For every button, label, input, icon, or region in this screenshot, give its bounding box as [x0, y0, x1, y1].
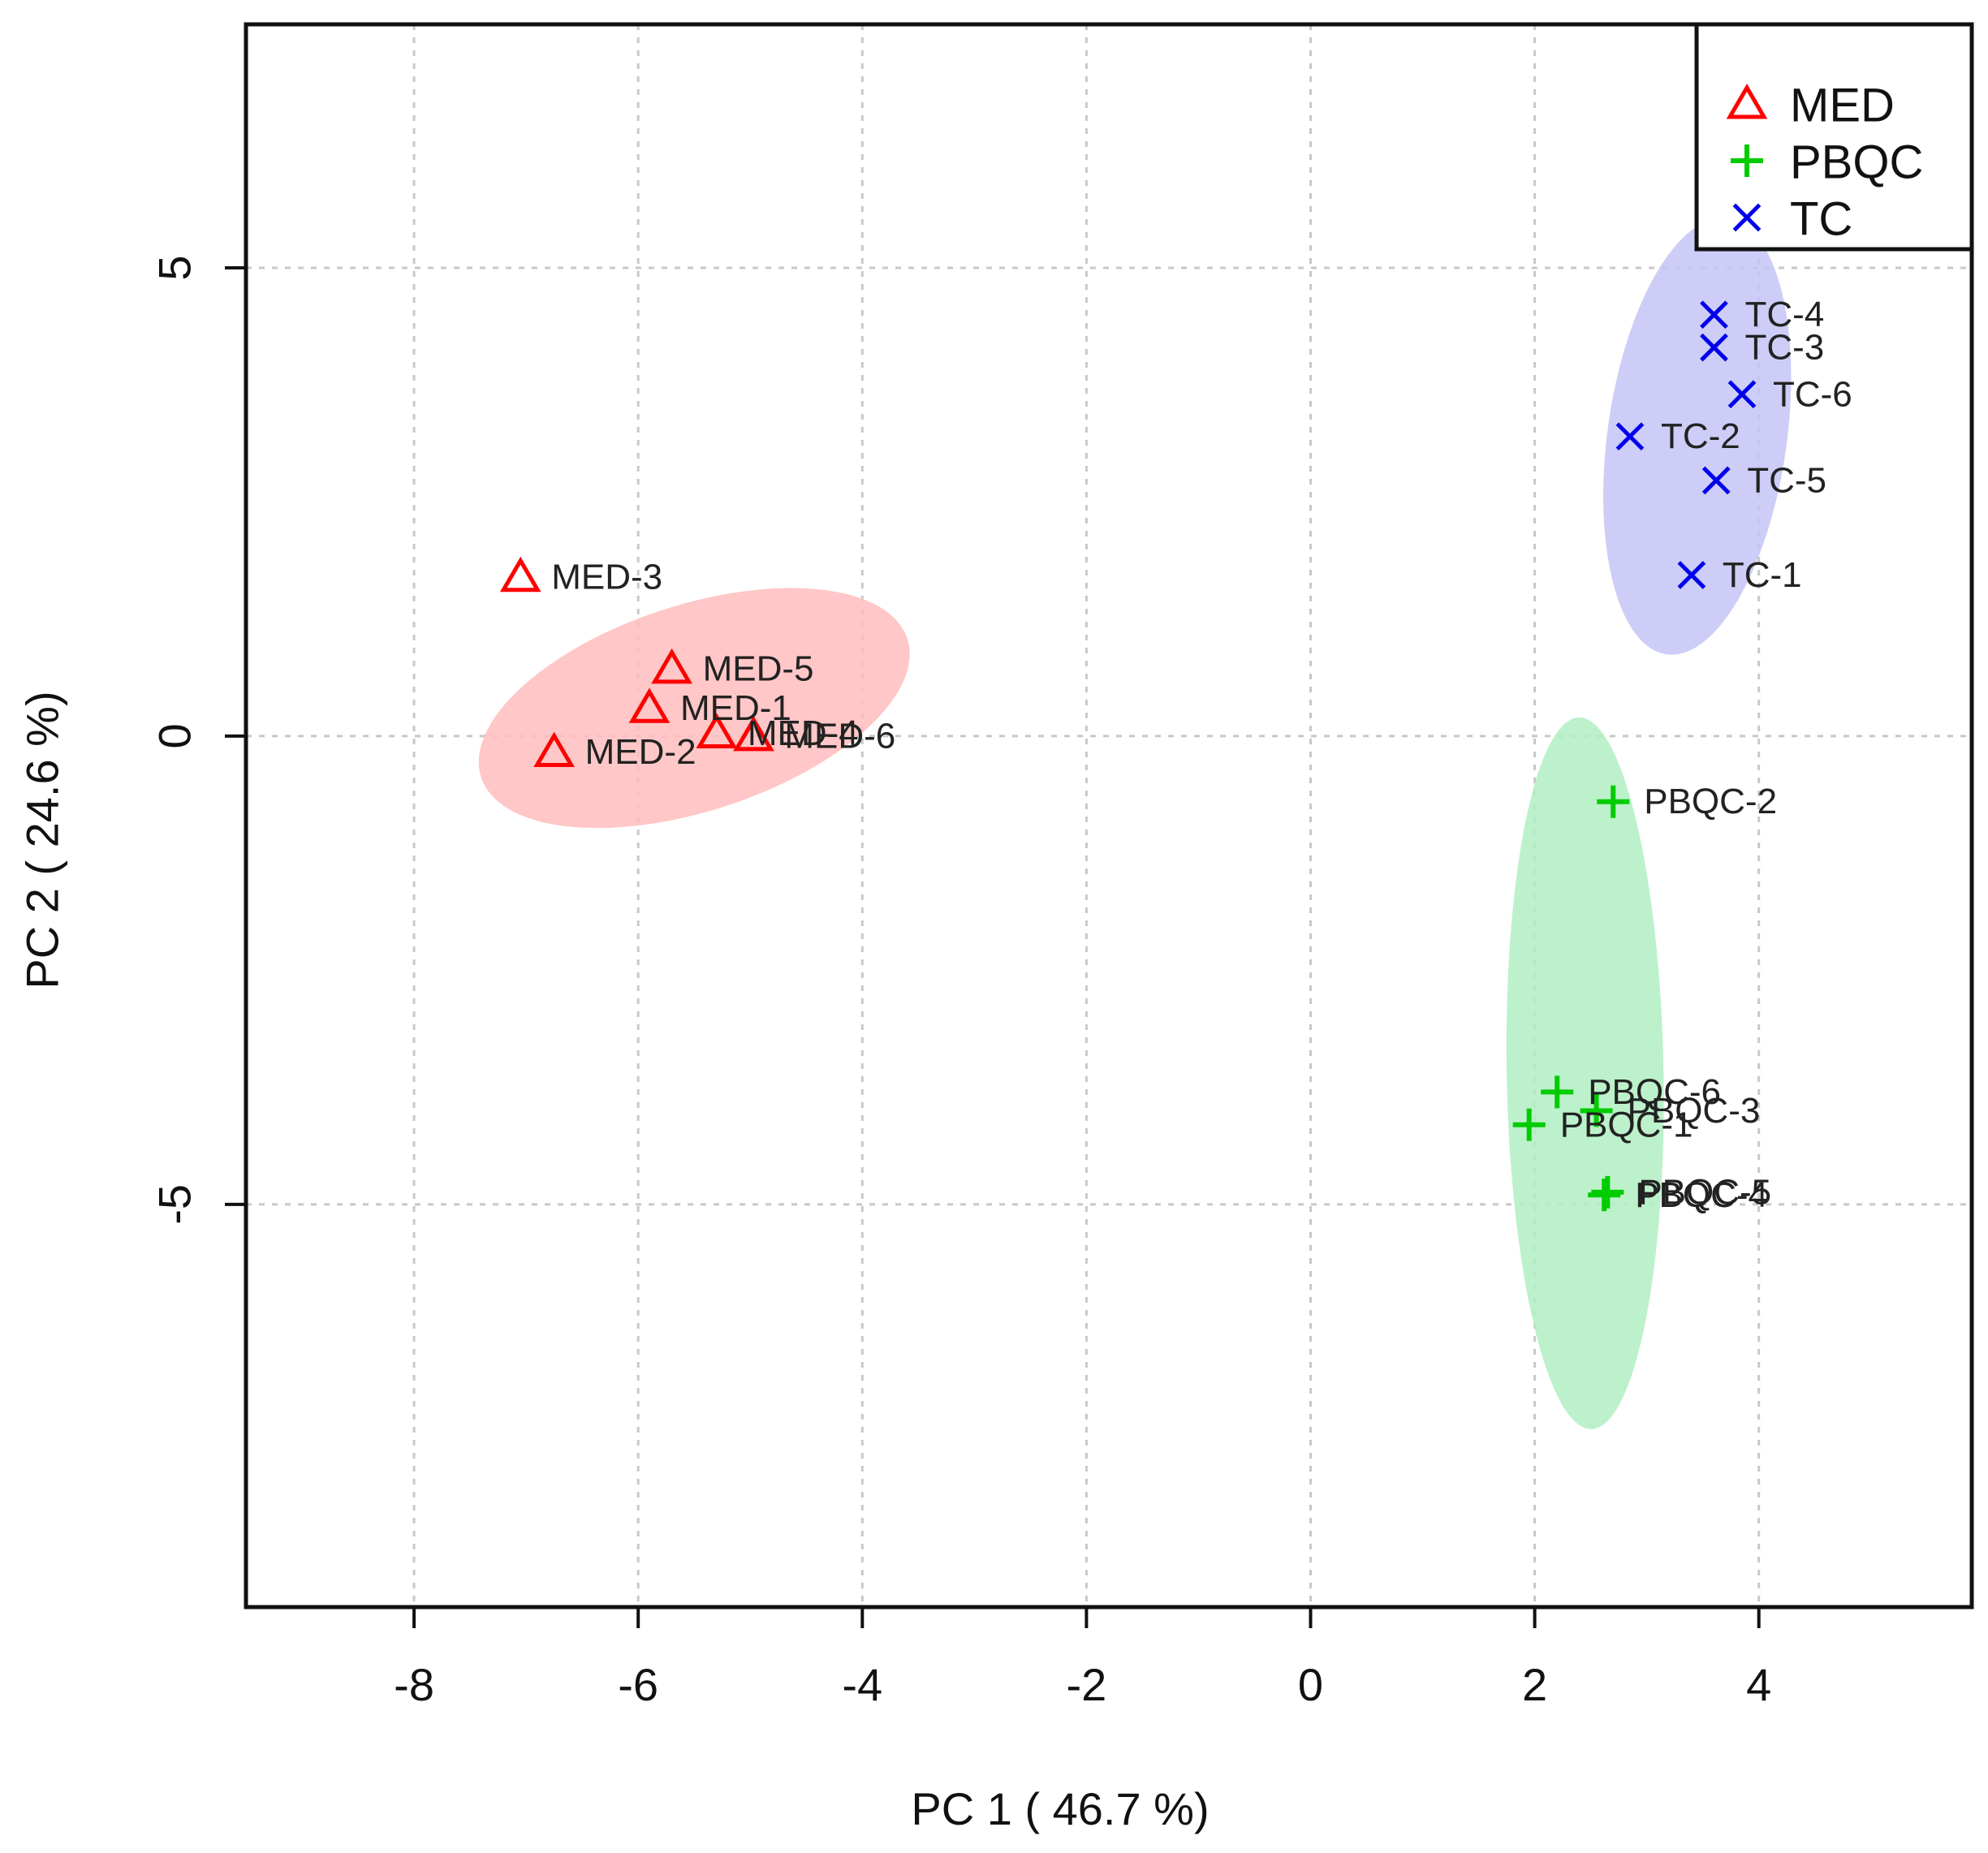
y-tick-label-0: 0	[149, 723, 201, 748]
legend-marker-med	[1726, 84, 1768, 119]
x-tick-label-2: -2	[1066, 1659, 1106, 1710]
ellipse-med	[478, 588, 910, 829]
confidence-ellipses	[478, 218, 1792, 1429]
point-med-1	[628, 687, 671, 723]
point-label-tc-3: TC-3	[1744, 328, 1824, 368]
point-med-5	[651, 648, 692, 684]
point-label-tc-5: TC-5	[1747, 460, 1826, 500]
point-pbqc-2	[1597, 785, 1630, 818]
legend-label-med: MED	[1790, 80, 1895, 132]
point-tc-6	[1727, 380, 1757, 409]
point-tc-1	[1677, 561, 1706, 589]
legend-label-pbqc: PBQC	[1790, 136, 1923, 189]
point-pbqc-5	[1591, 1175, 1624, 1209]
point-label-pbqc-1: PBQC-1	[1560, 1105, 1693, 1144]
point-pbqc-4	[1588, 1179, 1621, 1212]
data-points	[499, 300, 1757, 1212]
point-label-pbqc-6: PBQC-6	[1588, 1072, 1721, 1112]
point-med-6	[733, 715, 774, 752]
legend-marker-tc	[1732, 203, 1762, 232]
point-label-tc-4: TC-4	[1744, 295, 1824, 334]
point-label-tc-6: TC-6	[1773, 374, 1852, 414]
x-tick-label-8: -8	[394, 1659, 434, 1710]
point-label-med-4: MED-4	[748, 713, 859, 753]
point-tc-2	[1615, 422, 1645, 451]
point-tc-3	[1700, 333, 1728, 362]
x-tick-label-2: 2	[1522, 1659, 1547, 1710]
point-med-3	[499, 556, 541, 593]
x-axis-label: PC 1 ( 46.7 %)	[911, 1783, 1209, 1834]
point-label-pbqc-3: PBQC-3	[1628, 1091, 1761, 1131]
ellipse-tc	[1603, 218, 1792, 655]
point-pbqc-1	[1512, 1108, 1546, 1141]
point-pbqc-6	[1541, 1075, 1574, 1109]
point-tc-5	[1701, 466, 1731, 495]
point-label-tc-2: TC-2	[1661, 416, 1740, 456]
point-tc-4	[1700, 300, 1728, 330]
legend-label-tc: TC	[1790, 193, 1852, 246]
x-tick-label-6: -6	[618, 1659, 658, 1710]
y-axis-label: PC 2 ( 24.6 %)	[17, 691, 68, 989]
point-label-pbqc-2: PBQC-2	[1644, 782, 1777, 821]
point-label-med-5: MED-5	[703, 649, 814, 688]
point-pbqc-3	[1580, 1094, 1613, 1127]
point-med-2	[533, 731, 575, 768]
x-tick-label-0: 0	[1298, 1659, 1323, 1710]
point-label-med-3: MED-3	[551, 557, 662, 597]
x-tick-label-4: -4	[842, 1659, 882, 1710]
point-label-pbqc-4: PBQC-4	[1635, 1175, 1768, 1215]
point-label-pbqc-5: PBQC-5	[1638, 1172, 1771, 1212]
point-med-4	[696, 713, 738, 748]
legend-marker-pbqc	[1731, 144, 1763, 177]
point-label-med-6: MED-6	[784, 716, 895, 756]
point-label-tc-1: TC-1	[1723, 555, 1802, 595]
point-label-med-1: MED-1	[680, 688, 791, 728]
plot-area-frame	[244, 22, 1974, 1610]
y-tick-label-5: -5	[149, 1184, 201, 1225]
y-tick-label-5: 5	[149, 255, 201, 280]
x-tick-label-4: 4	[1746, 1659, 1771, 1710]
point-label-med-2: MED-2	[585, 732, 696, 772]
axes: -8 -6 -4 -2 0 2 4 -5 0 5 PC 1 ( 46.7 %) PC 2 ( 24.6…	[17, 255, 1772, 1834]
ellipse-pbqc	[1506, 717, 1664, 1429]
